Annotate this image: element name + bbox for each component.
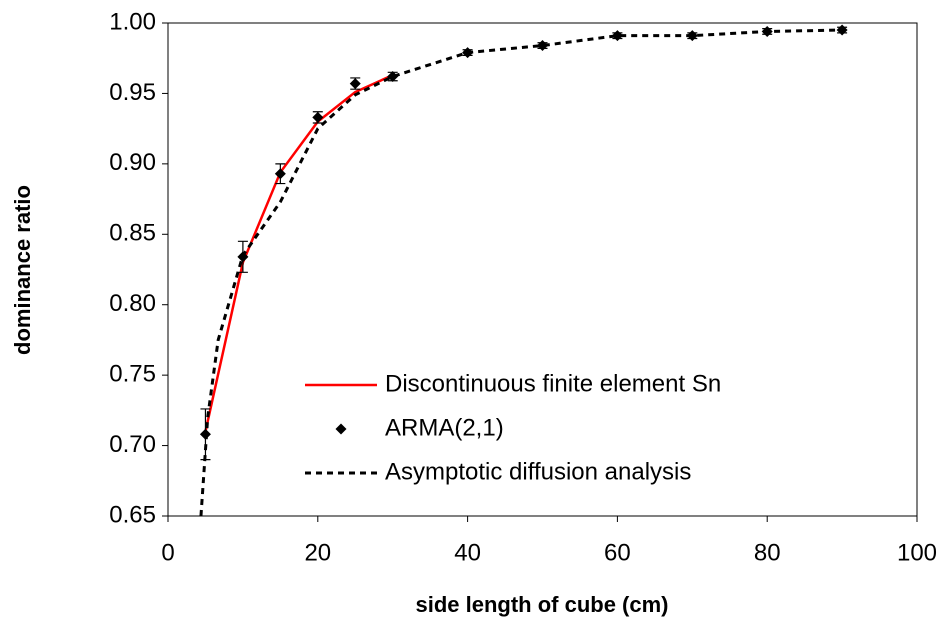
y-tick-label: 0.80 [109,290,156,317]
legend-marker [335,423,347,435]
data-point [686,30,698,42]
legend-label: Asymptotic diffusion analysis [385,458,691,485]
data-point [274,168,286,180]
y-tick-label: 0.85 [109,220,156,247]
legend-label: ARMA(2,1) [385,414,504,441]
line-series [199,28,843,517]
x-axis-label: side length of cube (cm) [415,592,668,617]
x-tick-label: 20 [304,539,331,566]
y-tick-label: 0.95 [109,79,156,106]
x-tick-label: 100 [897,539,937,566]
data-point [537,40,548,52]
line-series [204,73,394,432]
y-tick-label: 0.75 [109,360,156,387]
y-tick-label: 0.90 [109,149,156,176]
y-axis-label: dominance ratio [10,185,35,355]
x-tick-label: 40 [454,539,481,566]
x-tick-label: 80 [754,539,781,566]
y-tick-label: 0.65 [109,501,156,528]
data-point [349,78,361,90]
data-point [312,111,324,123]
legend-label: Discontinuous finite element Sn [385,370,721,397]
y-tick-label: 1.00 [109,8,156,35]
x-tick-label: 60 [604,539,631,566]
x-tick-label: 0 [161,539,174,566]
y-tick-label: 0.70 [109,431,156,458]
data-point [387,71,399,83]
data-point [611,30,623,42]
plot-area [167,22,918,517]
